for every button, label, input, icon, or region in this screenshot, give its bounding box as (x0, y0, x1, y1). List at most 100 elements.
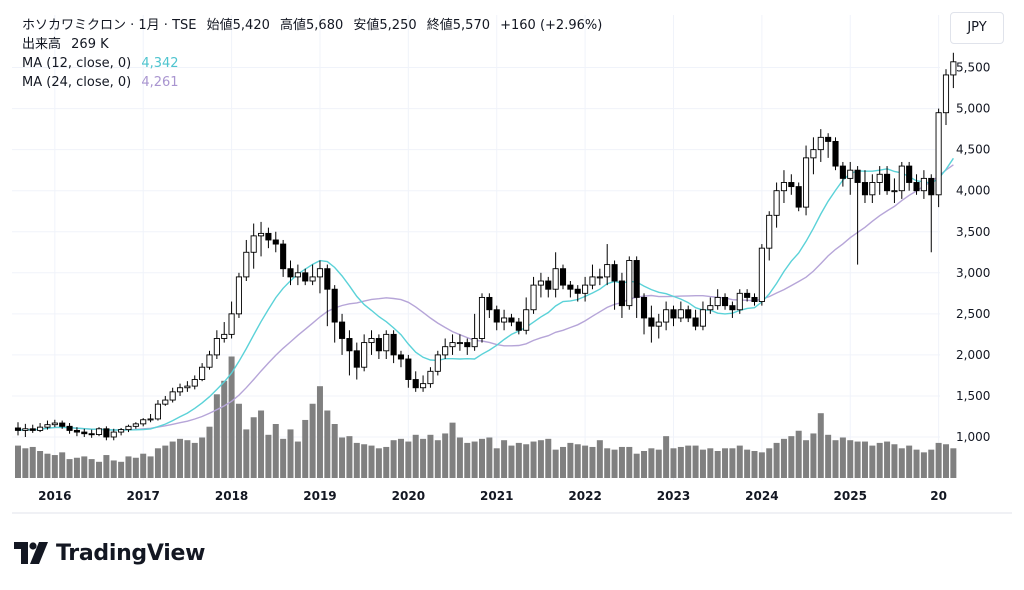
candle-body-up (589, 276, 596, 286)
candle (316, 260, 324, 294)
candle (707, 297, 714, 314)
volume-bar (898, 448, 905, 478)
price-axis[interactable]: 1,000 1,500 2,000 2,500 3,000 3,500 4,000 4,500… (956, 61, 990, 444)
candle (110, 428, 117, 441)
candle-body-down (670, 309, 677, 319)
candle (73, 427, 80, 437)
symbol-title[interactable]: ホソカワミクロン · 1月 · TSE (22, 18, 197, 33)
close-label: 終値 (426, 18, 453, 33)
candle (545, 276, 552, 298)
volume-bar (294, 441, 301, 478)
candle (383, 330, 390, 360)
volume-bar (29, 446, 36, 478)
candle-body-up (935, 112, 942, 196)
time-axis[interactable]: 2016 2017 2018 2019 2020 2021 2022 2023 2024 2025… (38, 489, 947, 503)
high-label: 高値 (280, 18, 307, 33)
candle (405, 354, 412, 388)
candle-body-up (523, 309, 530, 331)
x-tick-label: 2024 (745, 489, 778, 503)
candle (81, 428, 88, 437)
x-tick-label: 2017 (127, 489, 160, 503)
candle-body-down (884, 173, 891, 192)
candle-body-down (272, 239, 279, 245)
candle (250, 223, 257, 269)
candle-body-down (390, 333, 397, 356)
candle-body-down (611, 264, 618, 282)
legend-ma24-row[interactable]: MA (24, close, 0) 4,261 (22, 73, 602, 92)
volume-bar (449, 422, 456, 478)
brand-name: TradingView (56, 540, 206, 566)
candle (95, 427, 103, 437)
candle (692, 309, 699, 331)
candle (670, 305, 677, 327)
candle (66, 423, 73, 434)
candle (721, 293, 729, 310)
volume-bar (744, 449, 751, 478)
volume-bar (118, 461, 125, 478)
volume-bar (751, 451, 758, 478)
volume-bar (147, 456, 154, 478)
candle (235, 272, 243, 318)
candle-body-up (471, 338, 478, 348)
y-tick-label: 3,000 (956, 266, 990, 280)
legend-ma12-row[interactable]: MA (12, close, 0) 4,342 (22, 54, 602, 73)
candle (59, 420, 66, 429)
volume-bar (663, 436, 670, 478)
candle (427, 367, 434, 388)
volume-bar (346, 436, 353, 478)
candle (596, 268, 603, 286)
candle (839, 161, 846, 187)
candle (493, 305, 500, 331)
volume-bar (125, 456, 132, 478)
x-tick-label: 2025 (834, 489, 867, 503)
candle-body-up (184, 385, 191, 389)
volume-bar (861, 441, 868, 478)
candle (552, 252, 559, 298)
volume-bar (648, 448, 655, 478)
x-tick-label: 2021 (480, 489, 513, 503)
candle (861, 170, 869, 204)
volume-bar (132, 457, 139, 478)
candle (935, 108, 942, 208)
volume-bar (729, 448, 736, 478)
volume-bar (714, 451, 721, 478)
ma12-line (17, 157, 954, 432)
candle (729, 301, 736, 318)
candle-body-down (280, 243, 287, 270)
candle-body-down (324, 268, 331, 290)
low-label: 安値 (353, 18, 380, 33)
candle-body-down (88, 433, 95, 436)
legend-volume-row: 出来高 269 K (22, 35, 602, 54)
candle-body-down (302, 272, 309, 282)
candle-body-up (942, 74, 950, 114)
candle-body-up (552, 268, 559, 290)
candle (37, 423, 44, 433)
volume-bar (250, 417, 257, 478)
high-value: 5,680 (306, 18, 344, 33)
candle-body-down (633, 260, 640, 298)
candle-body-up (44, 424, 51, 428)
volume-bar (478, 438, 485, 478)
candle-body-up (22, 428, 29, 431)
currency-button[interactable]: JPY (950, 12, 1004, 44)
tradingview-logo-icon (14, 542, 48, 564)
candle (88, 429, 95, 438)
candle-body-down (928, 177, 935, 196)
candle-body-down (729, 305, 736, 311)
volume-bar (633, 453, 640, 478)
candle (162, 395, 169, 406)
candle-body-down (397, 354, 405, 360)
volume-bar (191, 442, 198, 478)
candle-body-up (95, 428, 103, 435)
volume-bar (869, 445, 876, 478)
tradingview-logo[interactable]: TradingView (14, 536, 205, 570)
volume-bar (950, 448, 957, 478)
volume-bar (154, 448, 161, 478)
volume-bar (707, 448, 714, 478)
candle-body-down (559, 268, 567, 286)
candle (714, 289, 721, 310)
y-tick-label: 2,000 (956, 348, 990, 362)
candle (604, 244, 611, 286)
volume-bar (913, 449, 920, 478)
